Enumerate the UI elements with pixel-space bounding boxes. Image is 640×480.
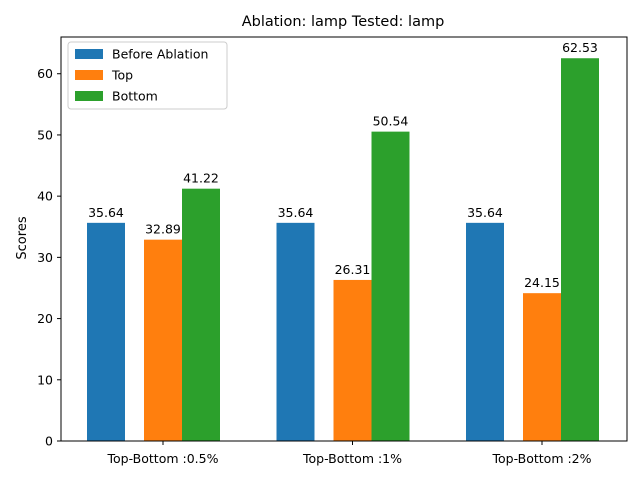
y-tick-label: 30 [37,250,53,265]
bar [561,58,599,442]
y-tick-label: 60 [37,66,53,81]
data-label: 26.31 [335,262,371,277]
legend-label: Bottom [112,89,158,104]
y-tick-label: 40 [37,189,53,204]
bar [466,222,504,441]
legend-label: Before Ablation [112,47,208,62]
legend-swatch [75,49,103,59]
axes-layer: 0 10 20 30 40 50 60 Top-Bottom :0.5% Top-Bottom … [37,36,628,466]
bar [523,293,561,441]
y-tick-label: 50 [37,127,53,142]
bar [144,239,182,441]
data-label: 35.64 [88,205,124,220]
data-label: 35.64 [278,205,314,220]
bar [333,279,372,441]
y-tick-label: 0 [45,434,53,449]
data-label: 32.89 [145,222,181,237]
data-labels-layer: 35.64 35.64 35.64 32.89 26.31 24.15 41.22 50.54… [88,40,598,290]
bar [182,188,220,441]
legend-swatch [75,91,103,101]
plot-frame [60,36,628,442]
data-label: 35.64 [467,205,503,220]
legend-swatch [75,70,103,80]
data-label: 41.22 [183,171,219,186]
legend-box [67,41,228,110]
data-label: 24.15 [524,275,560,290]
data-label: 62.53 [562,40,598,55]
bar [87,222,125,441]
data-label: 50.54 [373,114,409,129]
bar [371,131,410,441]
legend-label: Top [111,68,133,83]
bars-layer [87,58,599,442]
x-tick-label: Top-Bottom :2% [491,451,591,466]
y-tick-label: 10 [37,372,53,387]
chart-title: Ablation: lamp Tested: lamp [242,14,445,30]
x-tick-label: Top-Bottom :1% [302,451,402,466]
bar [276,222,315,441]
y-axis-label: Scores [15,216,30,259]
legend: Before Ablation Top Bottom [67,41,228,110]
y-tick-label: 20 [37,311,53,326]
x-tick-label: Top-Bottom :0.5% [107,451,219,466]
